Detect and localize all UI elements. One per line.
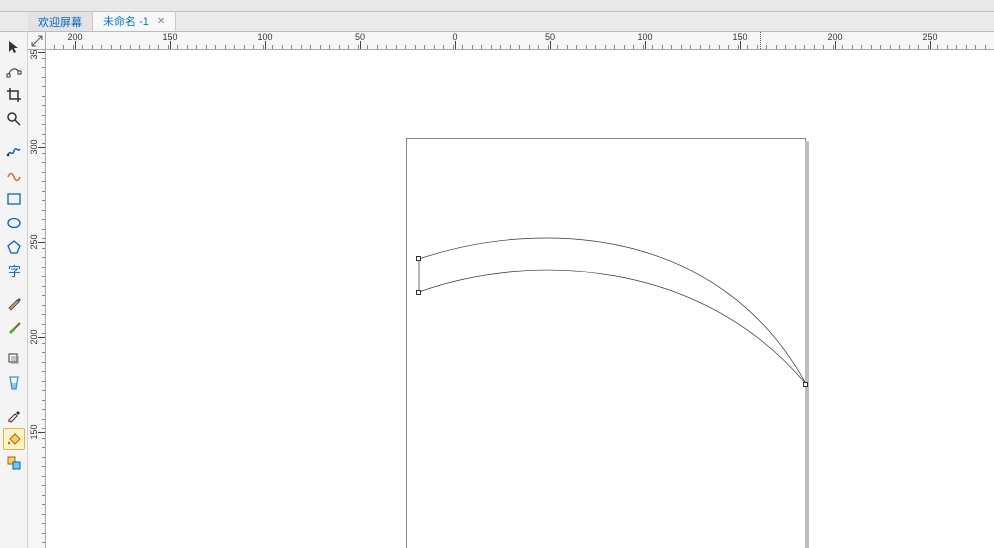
shape-tool[interactable] <box>3 60 25 82</box>
horizontal-ruler[interactable]: 20015010050050100150200250 <box>46 32 994 50</box>
tab-document-label: 未命名 -1 <box>103 13 149 29</box>
polygon-tool[interactable] <box>3 236 25 258</box>
page-shadow-right <box>805 141 809 548</box>
curve-node[interactable] <box>416 290 421 295</box>
tab-document[interactable]: 未命名 -1 ✕ <box>93 12 176 31</box>
canvas[interactable] <box>46 50 994 548</box>
tab-welcome[interactable]: 欢迎屏幕 <box>28 12 93 31</box>
close-icon[interactable]: ✕ <box>157 16 165 27</box>
tabs-inset <box>0 12 28 31</box>
drop-shadow[interactable] <box>3 348 25 370</box>
curve-node[interactable] <box>416 256 421 261</box>
ruler-corner[interactable] <box>28 32 46 50</box>
color-eyedrop[interactable] <box>3 404 25 426</box>
document-tabs: 欢迎屏幕 未命名 -1 ✕ <box>0 12 994 32</box>
content-column: 20015010050050100150200250 3503002502001… <box>28 32 994 548</box>
smart-fill[interactable] <box>3 452 25 474</box>
vertical-ruler[interactable]: 350300250200150 <box>28 50 46 548</box>
canvas-row: 350300250200150 <box>28 50 994 548</box>
main-row: 字 20015010050050100150200250 35030025020… <box>0 32 994 548</box>
interactive-fill[interactable] <box>3 428 25 450</box>
crop-tool[interactable] <box>3 84 25 106</box>
rectangle-tool[interactable] <box>3 188 25 210</box>
ellipse-tool[interactable] <box>3 212 25 234</box>
app-root: 欢迎屏幕 未命名 -1 ✕ 字 200150100500501001502002… <box>0 0 994 548</box>
toolbox: 字 <box>0 32 28 548</box>
options-bar <box>0 0 994 12</box>
freehand-tool[interactable] <box>3 140 25 162</box>
zoom-tool[interactable] <box>3 108 25 130</box>
document-page <box>406 138 806 548</box>
pick-tool[interactable] <box>3 36 25 58</box>
curve-node[interactable] <box>803 382 808 387</box>
svg-text:字: 字 <box>8 264 21 279</box>
tab-welcome-label: 欢迎屏幕 <box>38 14 82 30</box>
artistic-tool[interactable] <box>3 164 25 186</box>
ruler-row: 20015010050050100150200250 <box>28 32 994 50</box>
connector-tool[interactable] <box>3 316 25 338</box>
transparency[interactable] <box>3 372 25 394</box>
text-tool[interactable]: 字 <box>3 260 25 282</box>
parallel-dim[interactable] <box>3 292 25 314</box>
